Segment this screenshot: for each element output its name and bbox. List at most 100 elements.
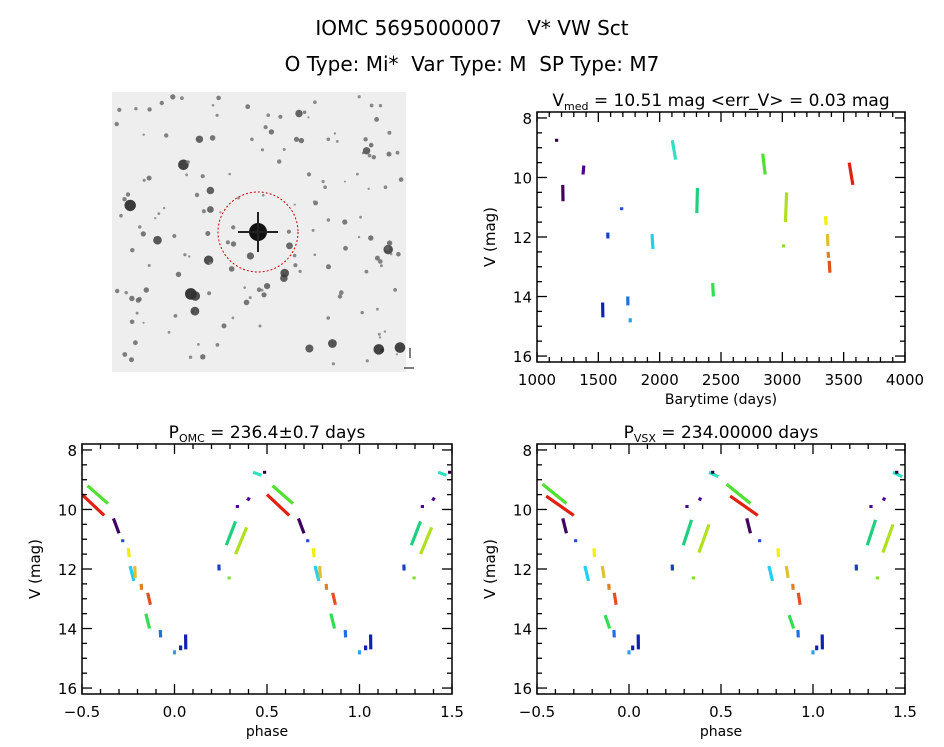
x-axis-label: phase	[246, 724, 288, 740]
data-point-group	[111, 517, 121, 534]
field-star	[207, 291, 212, 296]
field-star	[178, 159, 189, 171]
field-star	[393, 288, 397, 292]
data-point-group	[234, 526, 249, 555]
x-tick-label: 1.0	[348, 703, 372, 721]
title-main: P	[624, 423, 634, 443]
data-point-group	[296, 517, 306, 534]
field-star	[243, 299, 250, 306]
y-tick-label: 16	[513, 348, 532, 366]
field-star	[261, 292, 267, 298]
field-star	[117, 107, 122, 112]
phase-plot-vsx: −0.5 0.0 0.5 1.0 1.5 8 10 12 14 16 phase V (mag) PVS…	[481, 423, 917, 740]
field-star	[125, 192, 131, 197]
field-star	[197, 343, 200, 346]
plot-frame	[536, 111, 906, 363]
field-star	[154, 217, 157, 220]
field-star	[237, 196, 240, 200]
data-point-group	[126, 548, 131, 558]
target-circle-marker	[217, 191, 299, 273]
field-star	[305, 344, 314, 353]
data-point-group	[670, 140, 678, 160]
field-star	[230, 241, 237, 247]
field-star	[383, 330, 387, 333]
data-point-group	[612, 592, 618, 605]
field-star	[115, 288, 120, 294]
field-star	[159, 100, 164, 106]
x-axis-label: Barytime (days)	[665, 392, 777, 408]
data-point-group	[545, 494, 575, 517]
field-star	[394, 342, 406, 353]
field-star	[188, 355, 193, 359]
field-star	[339, 290, 344, 295]
data-point-group	[695, 187, 700, 214]
plot-title: POMC = 236.4±0.7 days	[169, 423, 366, 445]
field-star	[328, 339, 337, 348]
data-point-group	[796, 592, 802, 605]
field-star	[357, 235, 361, 239]
field-star	[384, 245, 390, 251]
field-star	[248, 296, 252, 300]
field-star	[162, 206, 166, 210]
field-star	[208, 261, 212, 265]
field-star	[379, 264, 383, 268]
field-star	[266, 113, 271, 117]
x-tick-label: 1.5	[893, 703, 917, 721]
field-star	[343, 180, 346, 183]
plot-title: Vmed = 10.51 mag <err_V> = 0.03 mag	[552, 91, 889, 113]
field-star	[142, 133, 145, 136]
data-point-group	[603, 614, 612, 630]
data-point-group	[650, 233, 655, 249]
field-star	[312, 200, 316, 203]
field-star	[376, 307, 379, 311]
field-star	[302, 110, 307, 115]
field-star	[124, 291, 128, 295]
field-star	[215, 343, 220, 347]
field-star	[195, 135, 204, 143]
x-tick-label: 2000	[641, 371, 679, 389]
title-subscript: OMC	[179, 432, 205, 445]
data-point-group	[729, 494, 759, 517]
y-tick-label: 8	[67, 442, 77, 460]
field-star	[231, 316, 235, 320]
field-star	[395, 150, 400, 155]
title-rest: = 236.4±0.7 days	[205, 423, 366, 443]
field-star	[190, 306, 200, 316]
field-star	[378, 104, 383, 108]
field-star	[200, 354, 206, 360]
field-star	[362, 147, 371, 155]
field-star	[326, 137, 331, 142]
title-main: P	[169, 423, 179, 443]
field-star	[180, 96, 184, 100]
y-axis-label: V (mag)	[481, 207, 499, 267]
title-main: V	[552, 91, 564, 111]
field-star	[378, 336, 382, 339]
field-star	[326, 316, 331, 320]
field-star	[135, 311, 139, 315]
field-star	[313, 100, 317, 104]
field-star	[295, 109, 303, 118]
field-star	[335, 140, 339, 143]
field-star	[337, 294, 343, 299]
field-star	[157, 212, 161, 216]
data-point-group	[224, 520, 238, 546]
data-point-group	[761, 153, 767, 175]
field-star	[170, 94, 176, 100]
field-star	[143, 287, 149, 293]
field-star	[306, 172, 312, 177]
field-star	[172, 234, 177, 238]
field-star	[183, 253, 187, 257]
field-star	[211, 104, 215, 107]
field-star	[377, 332, 381, 336]
field-star	[307, 116, 310, 119]
data-point-group	[892, 470, 903, 479]
field-star	[122, 352, 128, 357]
title-rest: = 234.00000 days	[656, 423, 819, 443]
field-star	[221, 323, 227, 329]
field-star	[173, 314, 178, 318]
field-star	[389, 252, 393, 256]
field-star	[205, 231, 211, 236]
x-tick-label: −0.5	[64, 703, 100, 721]
field-star	[186, 160, 190, 164]
